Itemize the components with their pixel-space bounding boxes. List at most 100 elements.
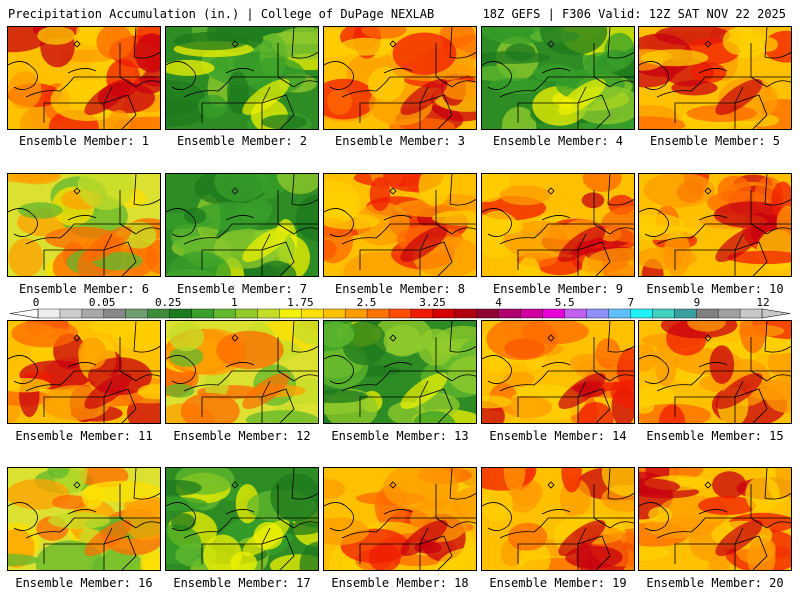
precip-core — [242, 372, 290, 410]
precip-map — [166, 321, 318, 423]
precip-contour — [324, 213, 380, 230]
map-border — [674, 249, 736, 276]
ensemble-panel — [481, 467, 635, 571]
map-border — [639, 61, 669, 90]
precip-core — [400, 519, 448, 557]
precip-contour — [521, 321, 589, 345]
colorbar-labels: 0 0.05 0.25 1 1.75 2.5 3.25 4 5.5 7 9 12 — [0, 296, 800, 310]
diamond-marker — [73, 481, 81, 489]
map-border — [419, 388, 453, 423]
precip-contour — [687, 321, 726, 332]
precip-map — [482, 468, 634, 570]
precip-contour — [654, 338, 677, 387]
map-border — [43, 249, 105, 276]
map-border — [277, 190, 295, 235]
map-border — [261, 86, 271, 104]
ensemble-member-label: Ensemble Member: 6 — [18, 282, 150, 296]
map-border — [25, 370, 75, 392]
precip-contour — [48, 512, 111, 529]
map-border — [419, 86, 429, 104]
colorbar-swatch — [125, 308, 149, 319]
precip-contour — [367, 66, 405, 102]
colorbar-swatch — [695, 308, 719, 319]
precip-contour — [501, 106, 537, 129]
map-border — [766, 374, 791, 382]
precip-contour — [766, 468, 791, 502]
precip-contour — [166, 496, 208, 511]
colorbar-tick-label: 9 — [693, 296, 701, 309]
map-border — [482, 61, 512, 90]
ensemble-panel — [481, 173, 635, 277]
precip-contour — [499, 185, 550, 206]
map-border — [324, 355, 354, 384]
map-border — [639, 208, 669, 237]
map-border — [277, 43, 295, 88]
ensemble-member-label: Ensemble Member: 13 — [331, 429, 469, 443]
precip-contour — [722, 27, 757, 56]
map-border — [103, 94, 137, 129]
diamond-marker — [73, 187, 81, 195]
ensemble-member-label: Ensemble Member: 17 — [173, 576, 311, 590]
precip-contour — [503, 220, 579, 260]
map-border — [499, 370, 549, 392]
precip-contour — [324, 389, 368, 404]
precip-contour — [709, 345, 735, 384]
ensemble-member-label: Ensemble Member: 15 — [646, 429, 784, 443]
map-border — [103, 535, 137, 570]
map-border — [133, 27, 160, 59]
run-valid-time: 18Z GEFS | F306 Valid: 12Z SAT NOV 22 20… — [482, 7, 786, 21]
map-border — [261, 388, 295, 423]
precip-contour — [324, 321, 355, 348]
map-border — [577, 527, 587, 545]
ensemble-member-label: Ensemble Member: 1 — [18, 134, 150, 148]
map-border — [607, 321, 634, 353]
precip-contour — [245, 410, 318, 423]
ensemble-panel — [323, 320, 477, 424]
colorbar-tick-label: 0.05 — [88, 296, 116, 309]
colorbar-swatch — [37, 308, 61, 319]
map-border — [593, 484, 611, 529]
ensemble-member-label: Ensemble Member: 11 — [15, 429, 153, 443]
map-border — [577, 94, 611, 129]
map-border — [383, 362, 413, 368]
precip-contour — [447, 355, 476, 395]
map-border — [639, 355, 669, 384]
precip-contour — [255, 260, 297, 276]
colorbar-swatch — [586, 308, 610, 319]
ensemble-member-label: Ensemble Member: 9 — [492, 282, 624, 296]
diamond-marker — [389, 187, 397, 195]
precip-contour — [639, 401, 655, 414]
precip-contour — [392, 32, 457, 75]
colorbar-swatch — [323, 308, 346, 319]
map-border — [261, 527, 271, 545]
map-border — [766, 521, 791, 529]
map-border — [277, 484, 295, 529]
map-border — [607, 174, 634, 206]
diamond-marker — [704, 187, 712, 195]
map-border — [324, 208, 354, 237]
colorbar-swatch — [257, 308, 280, 319]
diamond-marker — [389, 481, 397, 489]
precip-contour — [270, 473, 318, 522]
map-border — [119, 484, 137, 529]
precip-map — [324, 174, 476, 276]
map-border — [482, 208, 512, 237]
map-border — [261, 380, 271, 398]
precip-contour — [361, 27, 407, 39]
ensemble-panel — [165, 467, 319, 571]
colorbar-swatch — [279, 308, 302, 319]
map-border — [166, 355, 196, 384]
ensemble-panel — [7, 320, 161, 424]
precip-contour — [739, 321, 767, 354]
colorbar-swatch — [739, 308, 763, 319]
precip-core — [84, 78, 132, 116]
map-border — [609, 521, 634, 529]
precip-contour — [11, 321, 78, 348]
precip-map — [324, 468, 476, 570]
diamond-marker — [704, 481, 712, 489]
precip-contour — [123, 498, 160, 541]
precip-map — [324, 321, 476, 423]
precip-map — [8, 321, 160, 423]
colorbar-swatch — [410, 308, 434, 319]
map-border — [133, 174, 160, 206]
